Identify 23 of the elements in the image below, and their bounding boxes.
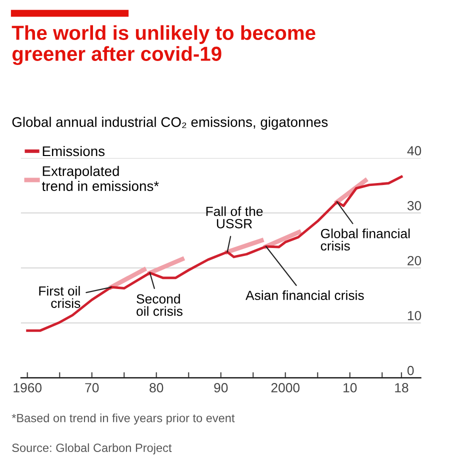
- source-note: Source: Global Carbon Project: [12, 443, 172, 454]
- text: *Based on trend in five years prior to event: [12, 414, 235, 425]
- legend-label: Extrapolated trend in emissions*: [42, 166, 159, 192]
- annotation: First oil crisis: [39, 286, 80, 308]
- x-tick-label: 2000: [271, 383, 300, 392]
- y-tick-label: 20: [408, 256, 422, 266]
- y-tick-label: 10: [408, 310, 422, 320]
- x-tick-label: 10: [344, 383, 357, 392]
- y-tick-label: 30: [407, 201, 422, 210]
- x-tick-label: 18: [395, 383, 408, 392]
- legend-label: Emissions: [42, 146, 105, 156]
- annotation: Second oil crisis: [136, 294, 182, 316]
- x-tick-label: 1960: [14, 383, 42, 392]
- y-tick-label: 0: [407, 366, 414, 376]
- x-tick-label: 80: [150, 383, 164, 392]
- chart-subtitle: Global annual industrial CO₂ emissions, gigatonnes: [12, 116, 328, 130]
- annotation: Global financial crisis: [320, 228, 410, 251]
- chart-title: The world is unlikely to become greener after covid-19: [12, 25, 316, 66]
- annotation: Fall of the USSR: [206, 206, 263, 228]
- y-tick-label: 40: [407, 146, 422, 156]
- annotation: Asian financial crisis: [246, 290, 364, 300]
- x-tick-label: 70: [85, 383, 99, 392]
- x-tick-label: 90: [214, 383, 228, 392]
